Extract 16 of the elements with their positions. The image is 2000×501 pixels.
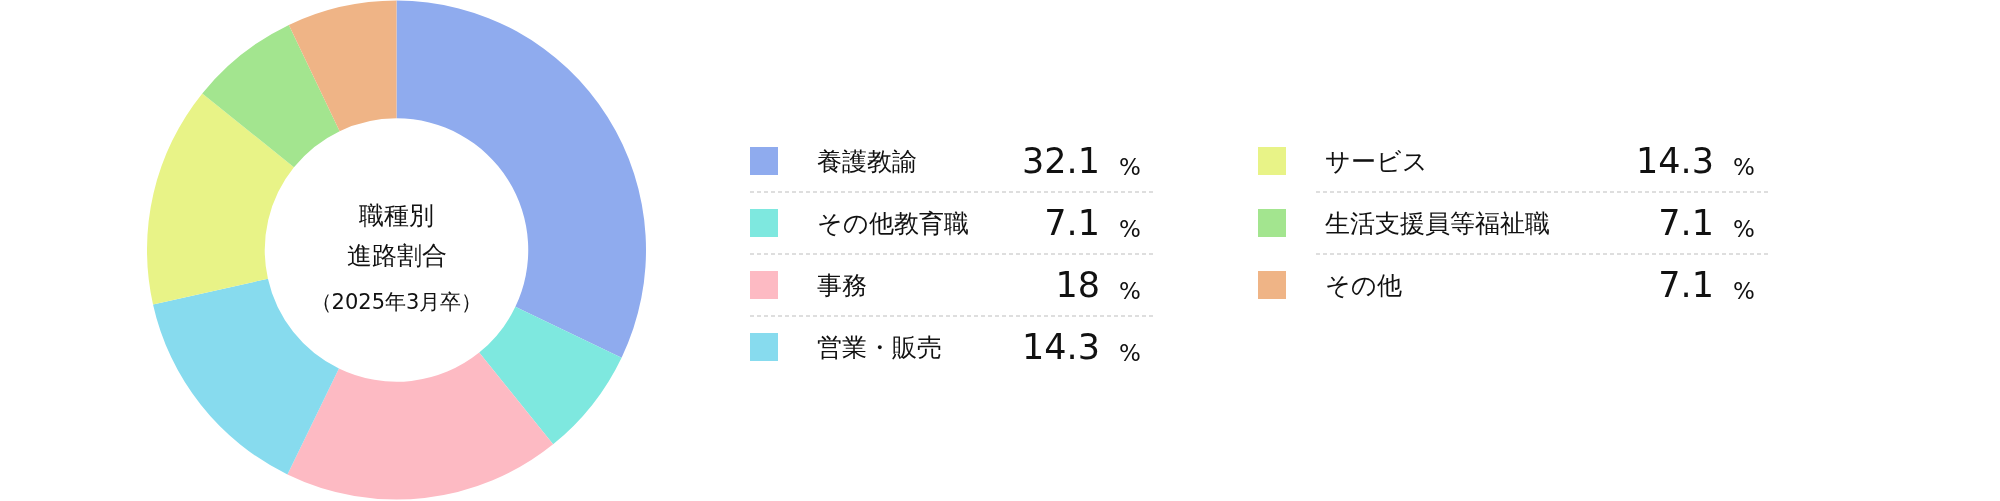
data-label: 7.1 % — [1044, 203, 1141, 243]
data-label: 7.1 % — [1658, 265, 1755, 305]
text: （2025年3月卒） — [310, 290, 483, 314]
legend-label: その他 — [1325, 270, 1402, 300]
data-label: 14.3 % — [1636, 141, 1755, 181]
legend-label: サービス — [1325, 146, 1428, 176]
legend-label: その他教育職 — [817, 208, 969, 238]
legend-label: 事務 — [817, 270, 867, 300]
text: 職種別進路割合 — [346, 200, 447, 270]
data-label: 14.3 % — [1022, 327, 1141, 367]
data-label: 7.1 % — [1658, 203, 1755, 243]
data-label: 18 % — [1055, 265, 1141, 305]
legend-label: 養護教諭 — [817, 146, 917, 176]
legend-label: 営業・販売 — [817, 332, 942, 362]
data-label: 32.1 % — [1022, 141, 1141, 181]
legend-label: 生活支援員等福祉職 — [1325, 208, 1550, 238]
